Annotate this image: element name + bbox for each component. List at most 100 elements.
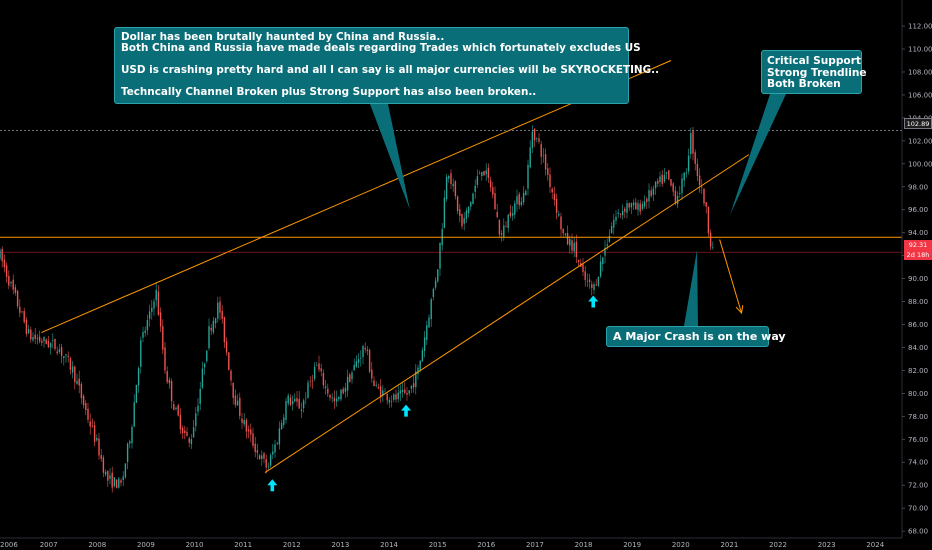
- candle-body: [272, 451, 274, 455]
- candle-body: [617, 212, 619, 214]
- candle-body: [0, 250, 1, 259]
- candle-body: [54, 338, 56, 349]
- candle-body: [384, 391, 386, 393]
- candle-body: [221, 310, 223, 319]
- x-tick-label: 2006: [0, 541, 18, 549]
- candle-body: [687, 155, 690, 172]
- candle-body: [624, 208, 626, 212]
- candle-body: [355, 361, 358, 368]
- candle-body: [417, 367, 419, 375]
- annotation-main-pointer: [370, 104, 410, 210]
- candle-body: [681, 178, 683, 194]
- candle-body: [703, 188, 705, 204]
- candle-body: [252, 433, 254, 446]
- x-tick-label: 2013: [331, 541, 349, 549]
- candle-body: [305, 398, 307, 400]
- candle-body: [602, 257, 604, 265]
- annotation-main[interactable]: Dollar has been brutally haunted by Chin…: [114, 27, 659, 104]
- candle-body: [311, 380, 314, 382]
- candle-body: [258, 455, 261, 460]
- candle-body: [470, 202, 472, 207]
- candle-body: [254, 443, 256, 452]
- candle-body: [280, 422, 283, 429]
- candle-body: [562, 228, 564, 234]
- candle-body: [107, 470, 109, 481]
- candle-body: [657, 180, 659, 184]
- candle-body: [82, 395, 85, 406]
- candle-body: [577, 260, 580, 263]
- current-price-badge: 92.31 2d 18h: [904, 240, 932, 260]
- candle-body: [267, 466, 270, 468]
- candle-body: [665, 172, 668, 174]
- candle-body: [368, 349, 371, 372]
- candle-body: [236, 400, 239, 406]
- candle-body: [298, 399, 300, 409]
- candle-body: [439, 242, 441, 269]
- candle-body: [146, 320, 149, 331]
- candle-body: [342, 388, 344, 394]
- candle-body: [555, 198, 558, 213]
- candle-body: [632, 202, 635, 206]
- candle-body: [520, 201, 523, 205]
- annotation-major-crash[interactable]: A Major Crash is on the way: [606, 326, 786, 347]
- candle-body: [274, 444, 276, 453]
- candle-body: [309, 381, 311, 382]
- candle-body: [261, 455, 263, 459]
- candle-body: [192, 427, 195, 438]
- candle-body: [32, 337, 34, 341]
- candle-body: [434, 280, 437, 288]
- candle-body: [19, 306, 21, 313]
- candle-body: [472, 193, 474, 205]
- candle-body: [177, 405, 179, 416]
- candle-body: [47, 341, 50, 348]
- candle-body: [663, 175, 666, 182]
- candle-body: [27, 329, 30, 334]
- lower-support-trendline: [264, 154, 750, 473]
- candle-body: [437, 269, 439, 282]
- candle-body: [159, 312, 162, 327]
- candle-body: [404, 389, 406, 393]
- candle-body: [214, 318, 217, 324]
- candle-body: [151, 307, 153, 312]
- y-tick-label: 86.00: [908, 321, 928, 329]
- candle-body: [144, 330, 146, 333]
- candle-body: [173, 404, 175, 411]
- candle-body: [591, 284, 593, 288]
- y-tick-label: 96.00: [908, 206, 928, 214]
- candle-body: [630, 203, 633, 208]
- candle-body: [250, 429, 252, 435]
- support-bounce-arrow-icon: [588, 295, 599, 308]
- candle-body: [219, 301, 221, 313]
- candle-body: [85, 403, 87, 411]
- candle-body: [201, 368, 204, 388]
- annotation-crash-text: A Major Crash is on the way: [613, 330, 786, 343]
- y-tick-label: 70.00: [908, 505, 928, 513]
- candle-body: [241, 418, 243, 423]
- candle-body: [569, 238, 571, 246]
- candle-body: [690, 133, 692, 155]
- candle-body: [197, 405, 199, 412]
- candle-body: [122, 476, 124, 480]
- candle-body: [527, 164, 529, 189]
- annotation-critical-support[interactable]: Critical Support Strong Trendline Both B…: [761, 50, 867, 94]
- candle-body: [52, 340, 54, 342]
- candle-body: [318, 363, 320, 370]
- y-tick-label: 68.00: [908, 528, 928, 536]
- candle-body: [225, 341, 228, 353]
- candle-body: [586, 280, 589, 282]
- candle-body: [111, 472, 113, 488]
- candle-body: [648, 190, 650, 202]
- candle-body: [23, 311, 25, 323]
- candle-body: [467, 206, 470, 214]
- candle-body: [324, 386, 327, 388]
- x-tick-label: 2016: [477, 541, 495, 549]
- candle-body: [364, 347, 366, 350]
- candle-body: [481, 172, 483, 177]
- candle-body: [181, 427, 184, 434]
- candle-body: [679, 193, 681, 195]
- candle-body: [566, 232, 569, 245]
- annotation-support-line-3: Both Broken: [767, 78, 841, 90]
- candle-body: [131, 426, 133, 444]
- candle-body: [540, 144, 542, 157]
- candle-body: [485, 170, 487, 175]
